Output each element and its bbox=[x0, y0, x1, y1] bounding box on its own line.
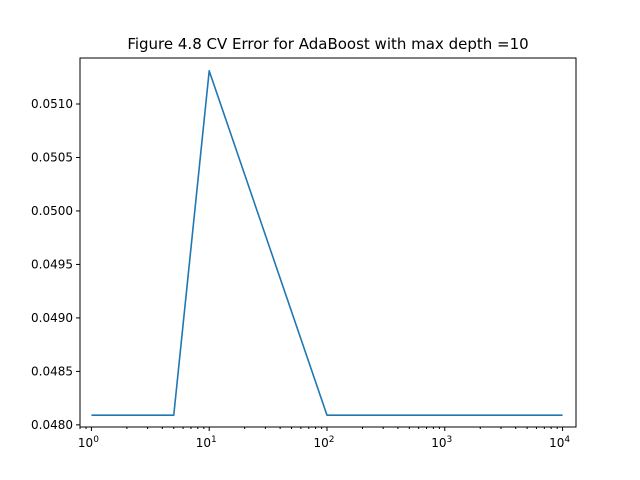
y-tick-label-1: 0.0485 bbox=[31, 364, 73, 378]
y-tick-label-3: 0.0495 bbox=[31, 257, 73, 271]
x-tick-label-0: 100 bbox=[78, 435, 99, 450]
x-axis: 100 101 102 103 104 bbox=[78, 427, 570, 450]
plot-area bbox=[91, 70, 563, 417]
y-tick-label-6: 0.0510 bbox=[31, 97, 73, 111]
axes-frame bbox=[79, 57, 577, 428]
x-tick-label-2: 102 bbox=[313, 435, 334, 450]
x-tick-label-4: 104 bbox=[549, 435, 570, 450]
y-tick-label-2: 0.0490 bbox=[31, 311, 73, 325]
y-axis: 0.0480 0.0485 0.0490 0.0495 0.0500 0.0505 0.05… bbox=[31, 97, 80, 432]
y-tick-label-0: 0.0480 bbox=[31, 418, 73, 432]
chart-title: Figure 4.8 CV Error for AdaBoost with ma… bbox=[127, 35, 528, 53]
y-tick-label-4: 0.0500 bbox=[31, 204, 73, 218]
y-tick-label-5: 0.0505 bbox=[31, 150, 73, 164]
series-line-0 bbox=[91, 70, 563, 417]
x-tick-label-3: 103 bbox=[431, 435, 452, 450]
x-tick-label-1: 101 bbox=[196, 435, 217, 450]
